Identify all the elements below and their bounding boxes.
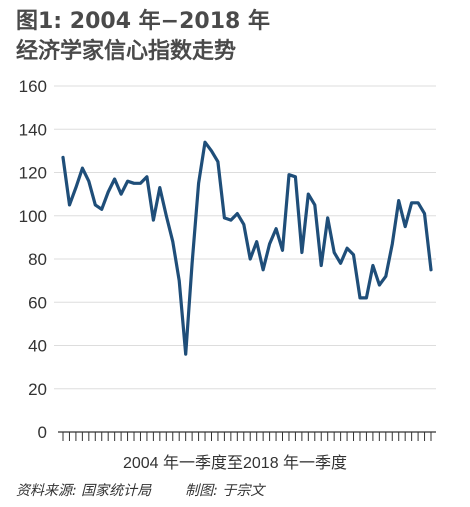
data-point: [300, 251, 304, 254]
chart-subtitle: 经济学家信心指数走势: [16, 39, 237, 64]
data-point: [371, 264, 375, 267]
data-point: [261, 268, 265, 272]
data-point: [384, 275, 388, 278]
data-point: [210, 149, 213, 153]
data-point: [190, 262, 194, 265]
y-tick-label: 120: [19, 164, 47, 183]
data-point: [171, 240, 174, 243]
data-point: [119, 192, 123, 196]
credit-note: 制图: 于宗文: [185, 483, 265, 499]
data-point: [320, 264, 323, 267]
data-point: [281, 249, 284, 252]
data-point: [216, 160, 220, 163]
data-point: [423, 212, 426, 215]
data-point: [132, 182, 136, 185]
data-point: [61, 156, 65, 159]
data-point: [139, 182, 142, 185]
data-point: [313, 203, 316, 207]
data-point: [345, 246, 349, 250]
data-point: [294, 175, 297, 179]
data-point: [242, 223, 245, 226]
data-point: [94, 203, 97, 207]
data-point: [145, 175, 149, 179]
y-tick-label: 80: [28, 250, 47, 269]
data-point: [307, 192, 310, 196]
data-point: [106, 190, 110, 194]
data-point: [81, 166, 84, 170]
data-point: [74, 186, 78, 189]
y-tick-label: 160: [19, 77, 47, 96]
data-point: [165, 214, 168, 217]
data-point: [158, 186, 162, 189]
y-axis-ticks: 0 20 40 60 80 100 120 140 160: [19, 77, 47, 442]
data-point: [391, 242, 394, 246]
y-tick-label: 140: [19, 120, 47, 139]
source-note: 资料来源: 国家统计局: [16, 483, 152, 499]
data-point: [429, 268, 433, 272]
data-point: [178, 279, 181, 282]
data-point: [268, 242, 271, 246]
data-point: [255, 240, 258, 243]
series-line-confidence-index: [61, 140, 433, 356]
data-point: [87, 179, 91, 183]
data-point: [287, 173, 291, 176]
data-point: [229, 218, 233, 222]
data-point: [223, 216, 226, 220]
data-point: [68, 203, 71, 207]
y-tick-label: 0: [38, 423, 47, 442]
chart-title: 图1: 2004 年−2018 年: [16, 9, 270, 34]
data-point: [358, 296, 362, 300]
data-point: [378, 283, 381, 287]
data-point: [274, 227, 278, 230]
data-point: [397, 199, 400, 202]
data-point: [126, 179, 129, 183]
y-tick-label: 100: [19, 207, 47, 226]
y-tick-label: 60: [28, 293, 47, 312]
data-point: [249, 257, 252, 261]
data-point: [113, 177, 116, 181]
series-lines: [61, 140, 433, 356]
data-point: [326, 216, 329, 220]
data-point: [365, 296, 368, 300]
data-point: [236, 212, 239, 215]
data-point: [152, 218, 155, 222]
data-point: [203, 141, 207, 144]
x-axis-label: 2004 年一季度至2018 年一季度: [122, 455, 348, 472]
data-point: [197, 182, 200, 185]
data-point: [352, 253, 355, 256]
data-point: [410, 201, 413, 204]
data-point: [100, 208, 103, 211]
footer: 资料来源: 国家统计局 制图: 于宗文: [16, 480, 264, 500]
data-point: [332, 251, 336, 254]
y-tick-label: 40: [28, 337, 47, 356]
y-tick-label: 20: [28, 380, 47, 399]
data-point: [339, 262, 342, 265]
data-point: [416, 201, 420, 204]
data-point: [403, 225, 407, 228]
data-point: [184, 352, 187, 356]
x-axis: [58, 431, 436, 441]
gridlines: [54, 85, 436, 390]
